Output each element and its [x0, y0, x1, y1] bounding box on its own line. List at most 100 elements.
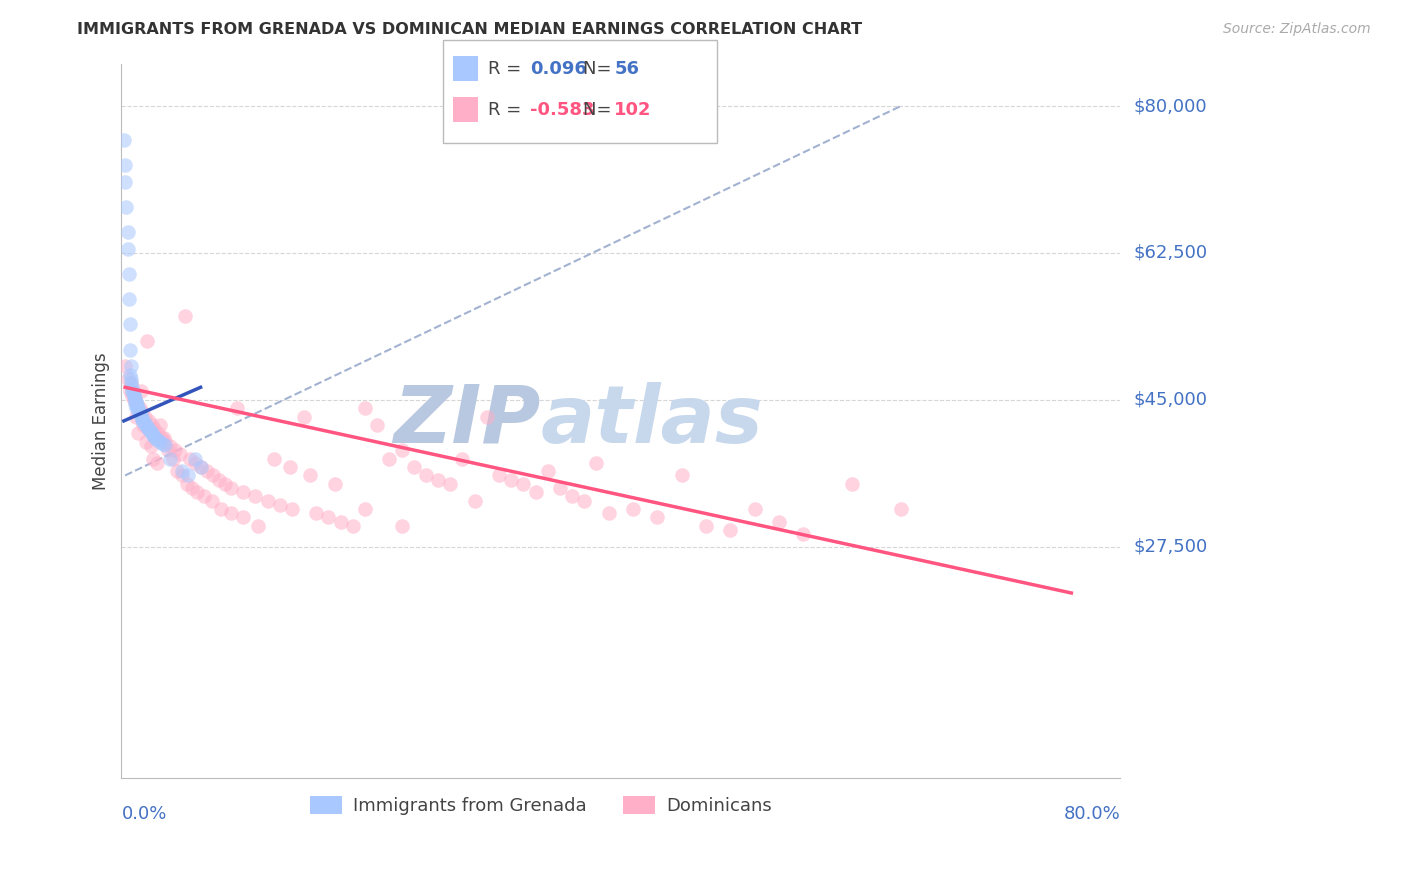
Point: [125, 409, 148, 424]
Point: [141, 426, 163, 441]
Text: N=: N=: [583, 60, 617, 78]
Point: [305, 506, 328, 520]
Text: R =: R =: [488, 60, 527, 78]
Point: [136, 419, 159, 434]
Point: [127, 398, 149, 412]
Point: [142, 428, 165, 442]
Point: [292, 409, 315, 424]
Point: [318, 510, 340, 524]
Point: [645, 510, 668, 524]
Point: [156, 443, 179, 458]
Point: [464, 493, 486, 508]
Point: [152, 436, 174, 450]
Point: [117, 372, 139, 386]
Point: [141, 418, 163, 433]
Point: [121, 389, 143, 403]
Point: [118, 343, 141, 357]
Point: [125, 401, 148, 416]
Text: Source: ZipAtlas.com: Source: ZipAtlas.com: [1223, 22, 1371, 37]
Point: [181, 481, 204, 495]
Point: [574, 493, 596, 508]
Point: [695, 518, 717, 533]
Point: [117, 225, 139, 239]
Point: [127, 397, 149, 411]
Point: [402, 460, 425, 475]
Point: [131, 413, 153, 427]
Point: [142, 451, 165, 466]
Point: [146, 433, 169, 447]
Point: [488, 468, 510, 483]
Point: [329, 515, 352, 529]
Point: [219, 481, 242, 495]
Point: [245, 490, 267, 504]
Point: [121, 384, 143, 399]
Text: 0.096: 0.096: [530, 60, 586, 78]
Point: [131, 405, 153, 419]
Point: [391, 443, 413, 458]
Point: [299, 468, 322, 483]
Point: [172, 464, 194, 478]
Point: [246, 518, 269, 533]
Text: IMMIGRANTS FROM GRENADA VS DOMINICAN MEDIAN EARNINGS CORRELATION CHART: IMMIGRANTS FROM GRENADA VS DOMINICAN MED…: [77, 22, 862, 37]
Point: [166, 464, 188, 478]
Point: [129, 408, 152, 422]
Point: [366, 418, 388, 433]
Text: 0.0%: 0.0%: [121, 805, 167, 823]
Point: [128, 406, 150, 420]
Point: [145, 456, 167, 470]
Point: [125, 396, 148, 410]
Point: [128, 401, 150, 416]
Point: [118, 368, 141, 382]
Point: [159, 439, 181, 453]
Point: [139, 439, 162, 453]
Text: 102: 102: [614, 101, 652, 119]
Point: [143, 422, 166, 436]
Point: [122, 389, 145, 403]
Point: [163, 443, 186, 458]
Point: [585, 456, 607, 470]
Point: [155, 434, 177, 449]
Point: [132, 418, 155, 433]
Point: [120, 359, 142, 374]
Point: [226, 401, 249, 416]
Point: [118, 292, 141, 306]
Point: [354, 502, 377, 516]
Point: [153, 431, 176, 445]
Point: [117, 242, 139, 256]
Point: [391, 518, 413, 533]
Point: [671, 468, 693, 483]
Point: [439, 476, 461, 491]
Point: [114, 158, 136, 172]
Point: [121, 380, 143, 394]
Point: [190, 460, 212, 475]
Point: [149, 418, 172, 433]
Text: $45,000: $45,000: [1135, 391, 1208, 409]
Point: [145, 432, 167, 446]
Point: [269, 498, 291, 512]
Text: 80.0%: 80.0%: [1063, 805, 1121, 823]
Point: [118, 318, 141, 332]
Point: [263, 451, 285, 466]
Point: [118, 384, 141, 399]
Point: [768, 515, 790, 529]
Point: [135, 418, 157, 433]
Point: [183, 451, 205, 466]
Text: R =: R =: [488, 101, 527, 119]
Point: [128, 401, 150, 416]
Point: [131, 411, 153, 425]
Point: [179, 451, 201, 466]
Point: [561, 490, 583, 504]
Point: [150, 431, 173, 445]
Point: [890, 502, 912, 516]
Point: [792, 527, 814, 541]
Text: $80,000: $80,000: [1135, 97, 1208, 115]
Point: [139, 425, 162, 439]
Point: [281, 502, 304, 516]
Point: [232, 485, 254, 500]
Point: [841, 476, 863, 491]
Point: [537, 464, 560, 478]
Point: [129, 409, 152, 424]
Point: [124, 392, 146, 407]
Point: [278, 460, 301, 475]
Point: [718, 523, 741, 537]
